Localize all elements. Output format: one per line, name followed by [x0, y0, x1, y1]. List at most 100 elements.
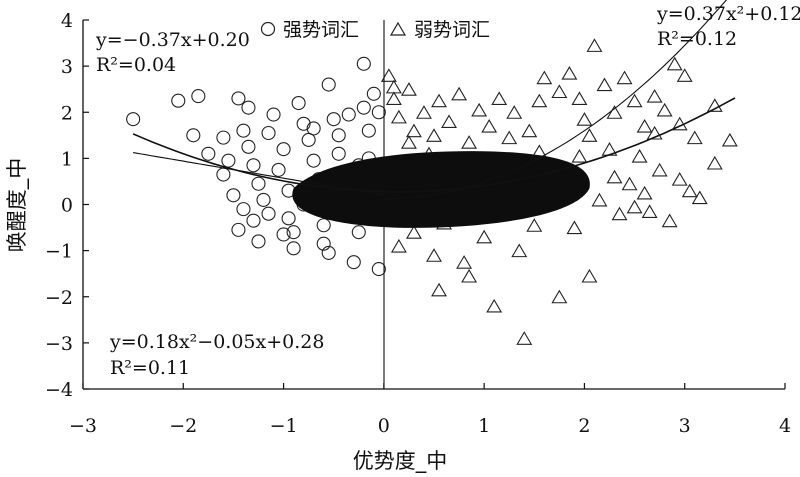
data-point-strong: [261, 125, 276, 141]
data-point-strong: [241, 100, 256, 115]
data-point-weak: [385, 91, 402, 105]
data-point-strong: [276, 227, 291, 242]
x-tick-label: −2: [169, 415, 197, 437]
data-point-weak: [400, 82, 417, 96]
data-point-weak: [676, 68, 693, 82]
fit-curves-layer: [132, 0, 736, 200]
data-point-strong: [126, 112, 141, 127]
data-point-weak: [706, 155, 723, 170]
x-tick-label: 0: [378, 415, 390, 437]
x-tick-label: 2: [578, 415, 590, 437]
data-point-weak: [426, 128, 442, 142]
data-point-weak: [456, 255, 473, 269]
data-point-strong: [271, 162, 286, 177]
data-point-strong: [316, 236, 331, 251]
data-point-weak: [636, 118, 653, 133]
y-tick-label: 1: [61, 148, 73, 170]
data-point-strong: [341, 107, 356, 122]
fit-equation-bottom-left: y=0.18x²−0.05x+0.28: [109, 331, 324, 353]
data-point-strong: [236, 123, 251, 138]
data-point-strong: [226, 188, 241, 203]
data-point-weak: [416, 105, 432, 119]
data-point-weak: [686, 130, 703, 145]
data-point-weak: [471, 102, 488, 117]
fit-r2-bottom-left: R²=0.11: [110, 357, 190, 379]
data-point-strong: [296, 116, 311, 131]
fit-equation-top-left: y=−0.37x+0.20: [95, 29, 250, 51]
data-point-strong: [246, 158, 261, 173]
data-point-strong: [301, 132, 316, 147]
data-point-weak: [461, 135, 478, 149]
data-point-weak: [390, 109, 407, 124]
data-point-weak: [721, 132, 738, 147]
data-point-strong: [321, 77, 336, 92]
data-point-weak: [400, 135, 417, 149]
data-point-weak: [536, 70, 553, 85]
data-point-strong: [261, 206, 276, 221]
data-point-weak: [431, 93, 447, 108]
data-point-strong: [216, 130, 231, 145]
data-point-weak: [405, 123, 422, 138]
data-point-weak: [431, 282, 447, 297]
x-axis-title: 优势度_中: [353, 449, 448, 474]
data-point-weak: [451, 86, 468, 101]
y-tick-label: 4: [61, 10, 73, 32]
data-point-strong: [241, 139, 256, 154]
data-point-weak: [516, 331, 533, 345]
legend-marker-strong: [260, 21, 276, 37]
data-point-strong: [321, 245, 336, 260]
data-point-weak: [405, 225, 422, 239]
data-point-weak: [486, 298, 503, 313]
data-point-weak: [691, 190, 708, 205]
data-point-weak: [666, 56, 683, 71]
y-tick-label: 2: [61, 102, 73, 124]
fit-curve: [132, 97, 736, 193]
data-point-weak: [385, 79, 402, 94]
data-point-weak: [656, 102, 673, 117]
data-point-weak: [681, 183, 698, 198]
data-point-weak: [390, 238, 407, 253]
fit-curve: [133, 152, 384, 196]
data-point-weak: [706, 98, 723, 112]
data-point-strong: [216, 167, 231, 182]
data-point-weak: [526, 218, 543, 232]
y-tick-label: −3: [45, 333, 73, 355]
data-point-strong: [331, 146, 346, 161]
data-point-weak: [646, 125, 663, 140]
data-point-strong: [221, 153, 236, 168]
data-point-strong: [316, 218, 331, 233]
data-point-strong: [331, 128, 346, 143]
x-tick-label: 3: [679, 415, 691, 437]
y-tick-label: 0: [61, 195, 73, 217]
data-point-strong: [246, 213, 261, 228]
y-tick-label: −4: [45, 379, 73, 401]
data-point-weak: [531, 93, 548, 108]
data-point-weak: [566, 220, 583, 235]
y-tick-labels: 4 3 2 1 0 −1 −2 −3 −4: [45, 10, 89, 401]
fit-curve: [383, 0, 727, 200]
x-tick-labels: −3 −2 −1 0 1 2 3 4: [69, 383, 791, 437]
legend-label-strong: 强势词汇: [283, 19, 359, 41]
legend-marker-weak: [389, 21, 407, 36]
data-point-strong: [266, 107, 281, 122]
data-point-weak: [461, 268, 478, 283]
y-axis-title: 唤醒度_中: [5, 158, 30, 253]
data-point-weak: [621, 176, 638, 191]
data-point-weak: [551, 289, 568, 304]
data-point-strong: [346, 255, 361, 270]
data-point-weak: [571, 148, 588, 163]
data-point-weak: [506, 105, 523, 119]
data-point-strong: [251, 176, 266, 191]
data-point-strong: [286, 225, 301, 240]
data-point-strong: [186, 128, 201, 143]
data-point-weak: [476, 229, 493, 244]
data-point-strong: [371, 105, 386, 120]
data-point-strong: [306, 121, 321, 136]
fit-equation-top-right: y=0.37x²+0.12: [656, 3, 800, 25]
data-point-weak: [651, 162, 668, 177]
data-point-strong: [351, 225, 366, 240]
data-point-weak: [380, 68, 397, 82]
data-point-weak: [626, 199, 643, 214]
data-point-weak: [661, 213, 678, 228]
